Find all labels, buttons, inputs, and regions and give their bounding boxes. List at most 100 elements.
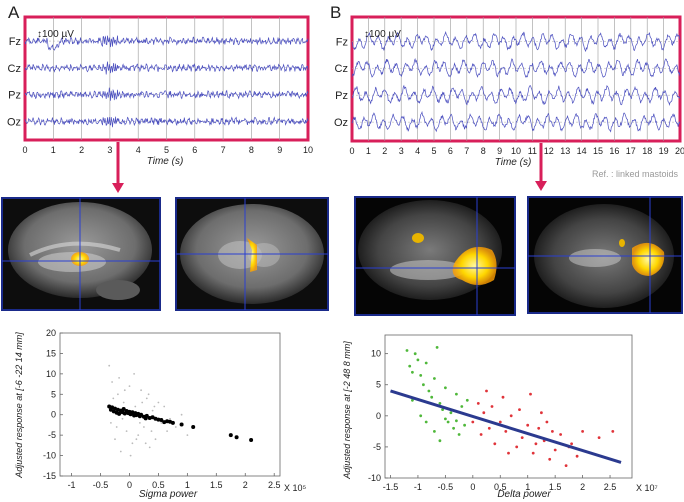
- data-point: [548, 457, 552, 461]
- y-tick-label: -10: [368, 473, 381, 483]
- scatter-xlabel-a: Sigma power: [139, 489, 198, 500]
- eeg-trace: [351, 31, 681, 53]
- eeg-channel-label: Oz: [334, 117, 348, 129]
- x-tick-label: 2: [580, 482, 585, 492]
- x-tick-label: -0.5: [93, 480, 109, 490]
- eeg-trace: [24, 87, 309, 101]
- mri-axial-b: [527, 196, 683, 314]
- data-point: [564, 464, 568, 467]
- scatter-frame: [59, 332, 281, 477]
- panel-label-a: A: [8, 3, 20, 22]
- eeg-tick-label: 17: [626, 146, 636, 156]
- eeg-tick-label: 20: [675, 146, 684, 156]
- data-point: [424, 361, 428, 365]
- data-point: [135, 438, 138, 441]
- scatter-ylabel-a: Adjusted response at [-6 -22 14 mm]: [14, 332, 24, 479]
- data-point: [581, 430, 584, 433]
- scatter-points-b: [405, 346, 615, 467]
- x-tick-label: 2: [243, 480, 248, 490]
- data-point: [611, 430, 615, 433]
- data-point: [162, 420, 167, 425]
- mri-sagittal-b: [354, 196, 516, 316]
- regression-line: [390, 389, 622, 464]
- data-point: [444, 386, 447, 390]
- data-point: [534, 442, 538, 446]
- data-point: [438, 402, 442, 405]
- data-point: [416, 358, 420, 362]
- data-point: [147, 393, 150, 396]
- data-point: [422, 383, 425, 387]
- data-point: [465, 398, 469, 402]
- data-point: [180, 413, 183, 416]
- data-point: [438, 439, 442, 443]
- eeg-tick-label: 13: [560, 146, 570, 156]
- eeg-tick-label: 10: [511, 146, 521, 156]
- eeg-tick-label: 1: [366, 146, 371, 156]
- eeg-reference: Ref. : linked mastoids: [592, 169, 679, 179]
- data-point: [144, 442, 147, 445]
- data-point: [405, 349, 409, 352]
- data-point: [520, 436, 524, 439]
- data-point: [112, 397, 115, 400]
- activation-blob-axial-b: [632, 242, 665, 276]
- eeg-tick-label: 6: [448, 146, 453, 156]
- data-point: [471, 420, 475, 424]
- data-point: [501, 395, 505, 399]
- data-point: [460, 405, 464, 408]
- scatter-frame: [384, 334, 633, 479]
- eeg-tick-label: 16: [609, 146, 619, 156]
- x-tick-label: 0.5: [152, 480, 165, 490]
- data-point: [526, 423, 530, 427]
- eeg-tick-label: 3: [399, 146, 404, 156]
- eeg-tick-label: 5: [164, 145, 169, 155]
- eeg-tick-label: 9: [497, 146, 502, 156]
- y-tick-label: 10: [46, 369, 56, 379]
- eeg-tick-label: 5: [431, 146, 436, 156]
- data-point: [151, 409, 154, 412]
- scatter-ylabel-b: Adjusted response at [-2 48 8 mm]: [342, 341, 352, 480]
- eeg-tick-label: 7: [464, 146, 469, 156]
- data-point: [179, 422, 184, 427]
- scatter-axes-b: -1.5 -1 -0.5 0 0.5 1 1.5 2 2.5 -10 -5 0 5 10: [368, 334, 633, 492]
- data-point: [118, 377, 120, 379]
- data-point: [154, 438, 157, 441]
- scatter-plot-a: -1 -0.5 0 0.5 1 1.5 2 2.5 -15 -10 -5 0 5 10 15 20 Sigma…: [14, 328, 307, 500]
- x-tick-label: 2.5: [268, 480, 281, 490]
- data-point: [433, 377, 436, 380]
- x-tick-label: 1: [525, 482, 530, 492]
- eeg-channel-label: Oz: [7, 116, 21, 128]
- data-point: [163, 405, 166, 408]
- eeg-tick-label: 15: [593, 146, 603, 156]
- eeg-ticks-a: 0 1 2 3 4 5 6 7 8 9 10: [22, 145, 313, 155]
- data-point: [537, 426, 541, 430]
- data-point: [108, 364, 111, 367]
- arrow-a-head: [112, 183, 124, 193]
- data-point: [125, 430, 128, 432]
- data-point: [493, 442, 497, 446]
- data-point: [137, 434, 140, 436]
- data-point: [117, 411, 122, 416]
- eeg-trace: [351, 84, 681, 107]
- data-point: [234, 435, 239, 440]
- eeg-channel-label: Pz: [335, 90, 348, 102]
- data-point: [490, 405, 494, 408]
- data-point: [529, 392, 532, 396]
- data-point: [551, 430, 554, 433]
- y-tick-label: 20: [46, 328, 56, 338]
- data-point: [559, 433, 562, 436]
- data-point: [449, 411, 453, 415]
- data-point: [153, 405, 156, 408]
- y-tick-label: 15: [46, 348, 56, 358]
- eeg-trace: [24, 61, 309, 75]
- data-point: [148, 446, 151, 449]
- data-point: [507, 451, 510, 455]
- scatter-exponent-b: X 10⁷: [636, 483, 658, 493]
- data-point: [476, 402, 480, 405]
- data-point: [129, 454, 132, 457]
- mri-axial-a: [175, 197, 329, 311]
- data-point: [455, 419, 458, 423]
- eeg-trace: [351, 57, 681, 78]
- data-point: [131, 442, 134, 445]
- y-tick-label: 5: [51, 389, 56, 399]
